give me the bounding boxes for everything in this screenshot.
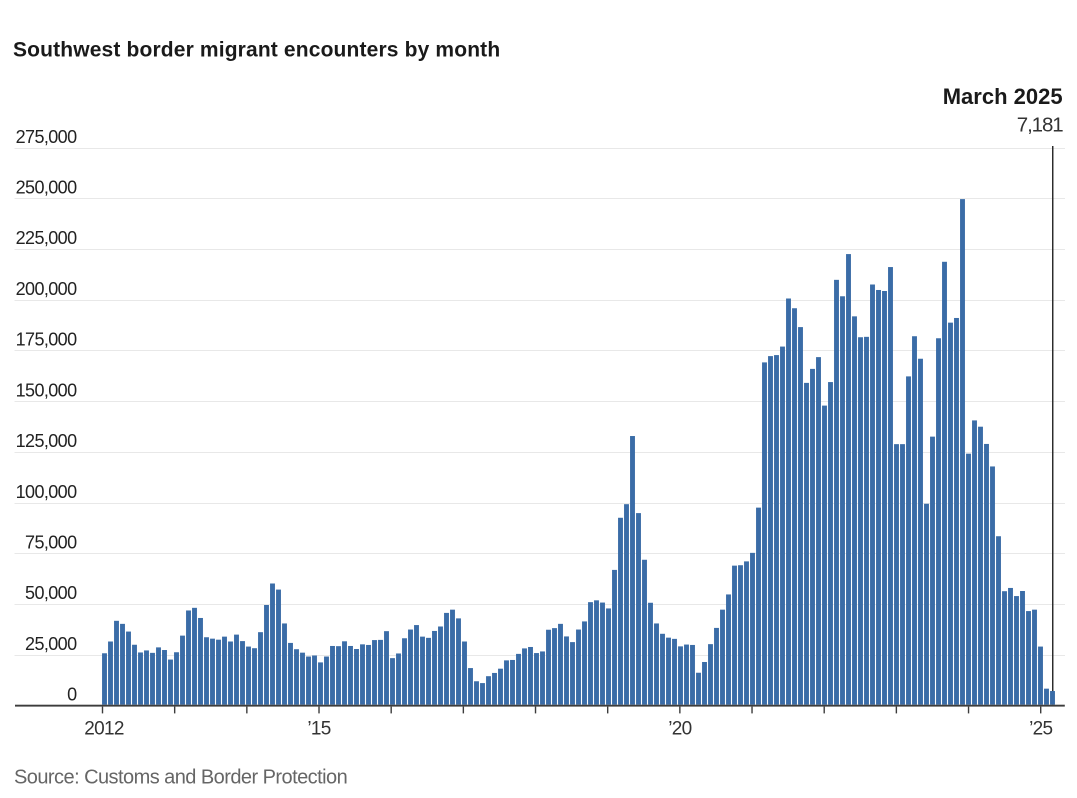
svg-text:175,000: 175,000 bbox=[16, 330, 77, 350]
svg-text:25,000: 25,000 bbox=[25, 634, 77, 654]
svg-text:7,181: 7,181 bbox=[1017, 113, 1063, 136]
svg-text:275,000: 275,000 bbox=[16, 127, 77, 147]
svg-text:225,000: 225,000 bbox=[16, 228, 77, 248]
svg-text:100,000: 100,000 bbox=[16, 482, 77, 502]
svg-text:’20: ’20 bbox=[668, 718, 691, 739]
svg-text:Source: Customs and Border Pro: Source: Customs and Border Protection bbox=[14, 767, 347, 789]
svg-text:2012: 2012 bbox=[84, 718, 124, 739]
svg-text:50,000: 50,000 bbox=[25, 583, 77, 603]
svg-text:’15: ’15 bbox=[307, 718, 330, 739]
svg-text:March 2025: March 2025 bbox=[943, 84, 1063, 109]
svg-text:150,000: 150,000 bbox=[16, 380, 77, 400]
svg-text:75,000: 75,000 bbox=[25, 533, 77, 553]
svg-text:Southwest border migrant encou: Southwest border migrant encounters by m… bbox=[13, 39, 500, 62]
svg-text:’25: ’25 bbox=[1029, 718, 1052, 739]
svg-text:0: 0 bbox=[67, 685, 77, 705]
svg-text:125,000: 125,000 bbox=[16, 431, 77, 451]
svg-text:200,000: 200,000 bbox=[16, 279, 77, 299]
svg-text:250,000: 250,000 bbox=[16, 178, 77, 198]
